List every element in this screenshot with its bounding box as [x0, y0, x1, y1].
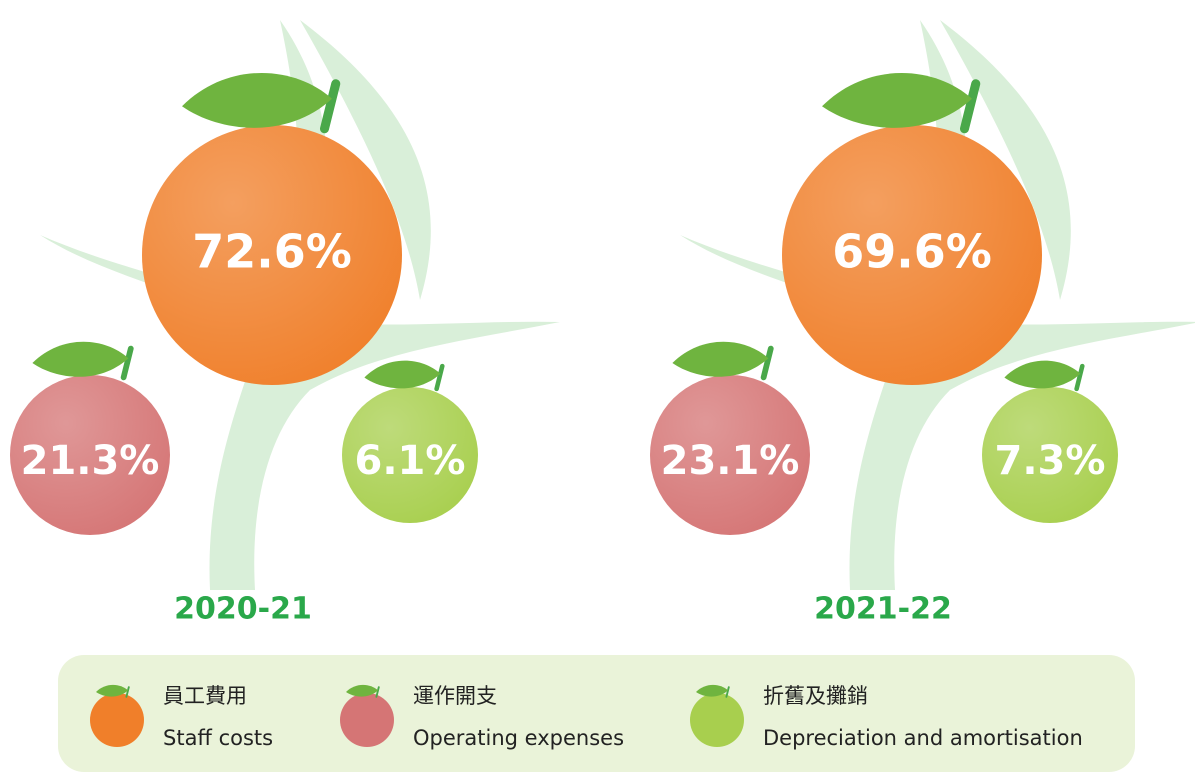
year-label: 2020-21 — [174, 592, 312, 627]
fruit-shine — [142, 125, 402, 385]
legend-swatch — [690, 693, 744, 747]
fruit-shine — [782, 125, 1042, 385]
legend-swatch — [340, 693, 394, 747]
stem — [960, 79, 981, 134]
value-label: 69.6% — [832, 225, 992, 279]
leaf — [364, 360, 441, 389]
stem — [125, 686, 130, 698]
stem — [320, 79, 341, 134]
fruit-shine — [650, 375, 810, 535]
legend-label-zh: 折舊及攤銷 — [763, 684, 868, 708]
stem — [434, 363, 445, 392]
fruit-shine — [982, 387, 1118, 523]
value-label: 23.1% — [661, 438, 800, 484]
legend-label-zh: 員工費用 — [163, 684, 247, 708]
stem — [1074, 363, 1085, 392]
legend-label-en: Depreciation and amortisation — [763, 726, 1083, 750]
fruit-shine — [342, 387, 478, 523]
leaf — [182, 72, 332, 128]
stem — [725, 686, 730, 698]
value-label: 72.6% — [192, 225, 352, 279]
legend-label-zh: 運作開支 — [413, 684, 497, 708]
fruit-shine — [10, 375, 170, 535]
leaf — [822, 72, 972, 128]
legend-box — [58, 655, 1135, 772]
stem — [760, 345, 774, 381]
value-label: 21.3% — [21, 438, 160, 484]
value-label: 7.3% — [995, 438, 1106, 484]
leaf — [1004, 360, 1081, 389]
legend-label-en: Staff costs — [163, 726, 273, 750]
leaf — [672, 341, 769, 377]
leaf — [696, 684, 728, 697]
stem — [120, 345, 134, 381]
leaf — [96, 684, 128, 697]
legend-swatch — [90, 693, 144, 747]
leaf — [346, 684, 378, 697]
year-label: 2021-22 — [814, 592, 952, 627]
stem — [375, 686, 380, 698]
value-label: 6.1% — [355, 438, 466, 484]
leaf — [32, 341, 129, 377]
legend-label-en: Operating expenses — [413, 726, 624, 750]
